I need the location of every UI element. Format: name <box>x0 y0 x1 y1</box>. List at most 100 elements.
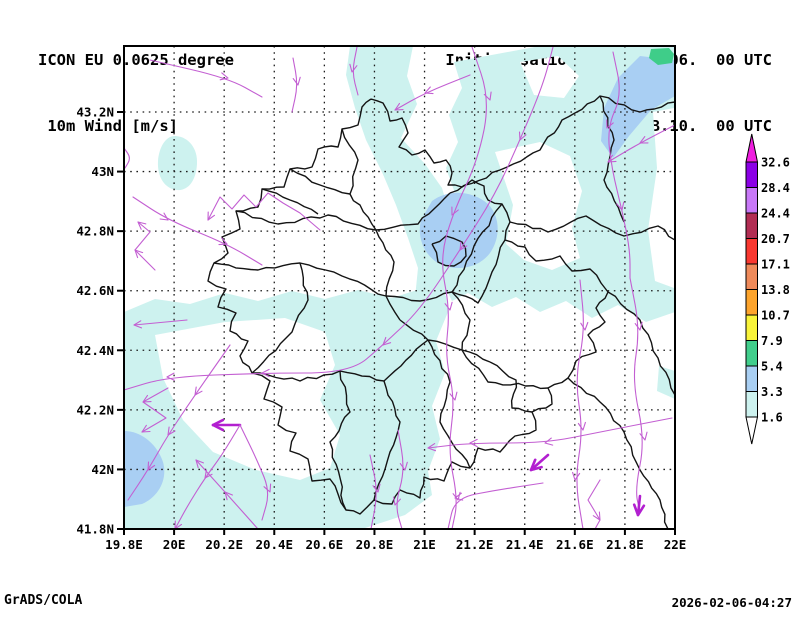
wind-streamline <box>576 279 584 529</box>
wind-arrowhead <box>572 471 581 481</box>
wind-arrowhead <box>194 386 203 396</box>
colorbar-level-label: 7.9 <box>761 334 783 348</box>
wind-streamline <box>396 429 404 529</box>
border-line <box>451 203 503 293</box>
wind-arrowhead <box>607 154 617 163</box>
wind-arrowhead <box>133 320 143 329</box>
lon-tick-label: 21.8E <box>606 537 644 552</box>
wind-streamline <box>132 196 263 266</box>
colorbar-segment <box>745 340 758 367</box>
wind-arrowhead <box>634 321 643 331</box>
wind-streamline <box>124 147 130 169</box>
lat-tick-label: 42.6N <box>76 283 114 298</box>
colorbar-level-label: 5.4 <box>761 360 783 374</box>
colorbar-segment <box>745 161 758 188</box>
colorbar-segment <box>745 238 758 265</box>
border-line <box>261 188 319 215</box>
wind-streamline <box>141 387 169 433</box>
wind-arrowhead <box>394 102 404 111</box>
shading-region <box>157 135 198 191</box>
border-line <box>375 229 401 321</box>
wind-arrowhead <box>459 241 468 251</box>
colorbar-level-label: 20.7 <box>761 232 790 246</box>
wind-arrowhead <box>529 458 543 472</box>
border-line <box>427 339 471 469</box>
wind-arrowhead <box>606 119 614 129</box>
wind-arrowhead <box>632 503 646 517</box>
lat-tick-label: 43.2N <box>76 105 114 120</box>
border-line <box>607 291 675 396</box>
wind-arrowhead <box>483 91 492 101</box>
wind-arrowhead <box>449 391 458 401</box>
wind-arrowhead <box>167 426 176 436</box>
wind-arrowhead <box>195 459 204 469</box>
colorbar-segment <box>745 187 758 214</box>
wind-arrowhead <box>204 469 213 479</box>
lat-tick-label: 42.2N <box>76 402 114 417</box>
lon-tick-label: 21E <box>413 537 436 552</box>
wind-arrowhead <box>211 418 225 432</box>
lat-tick-label: 42.4N <box>76 343 114 358</box>
lat-tick-label: 43N <box>91 164 114 179</box>
lon-tick-label: 21.4E <box>506 537 544 552</box>
lon-tick-label: 22E <box>664 537 687 552</box>
wind-arrowhead <box>399 461 408 471</box>
wind-streamline <box>291 57 298 113</box>
colorbar-level-label: 3.3 <box>761 385 783 399</box>
wind-arrowhead <box>224 491 233 501</box>
wind-arrowhead <box>372 483 381 493</box>
latlon-gridlines <box>124 46 675 529</box>
wind-arrowhead <box>261 368 270 378</box>
creation-timestamp: 2026-02-06-04:27 <box>671 595 792 610</box>
colorbar-segment <box>745 212 758 239</box>
wind-arrowhead <box>166 372 175 381</box>
border-line <box>289 168 351 195</box>
wind-arrowhead <box>592 511 601 521</box>
shading-region <box>601 56 675 158</box>
wind-arrowhead <box>518 131 527 141</box>
lat-tick-label: 41.8N <box>76 521 114 536</box>
wind-streamline <box>133 319 188 326</box>
colorbar-level-label: 13.8 <box>761 283 790 297</box>
wind-streamline <box>207 192 321 231</box>
colorbar-segment <box>745 289 758 316</box>
wind-arrowhead <box>424 86 434 95</box>
border-line <box>567 377 669 529</box>
wind-streamline <box>636 494 642 517</box>
lon-tick-label: 20.4E <box>255 537 293 552</box>
colorbar-arrow-bottom <box>745 416 759 445</box>
shading-region <box>419 192 498 269</box>
wind-arrowhead <box>639 136 649 144</box>
shading-region <box>649 48 674 65</box>
border-line <box>341 128 377 231</box>
wind-streamline <box>629 277 643 513</box>
colorbar: 32.6 28.4 24.4 20.7 17.1 13.8 10.7 7.9 5.4 3.3 1.6 <box>745 133 790 445</box>
wind-arrowhead <box>159 212 169 221</box>
lon-tick-label: 21.2E <box>456 537 494 552</box>
model-title: ICON EU 0.0625 degree <box>38 51 234 69</box>
wind-streamline <box>124 46 554 391</box>
lat-tick-label: 42.8N <box>76 224 114 239</box>
shading-region <box>124 289 448 529</box>
colorbar-level-label: 24.4 <box>761 207 790 221</box>
grads-credit: GrADS/COLA <box>4 593 83 608</box>
title-block-left: ICON EU 0.0625 degree 10m Wind [m/s] <box>38 5 234 181</box>
wind-arrowhead <box>469 438 478 448</box>
wind-arrowhead <box>141 424 151 433</box>
lon-tick-label: 20E <box>163 537 186 552</box>
wind-streamline <box>587 479 601 529</box>
lon-tick-label: 20.6E <box>306 537 344 552</box>
wind-arrowhead <box>142 394 152 403</box>
border-line <box>489 361 533 413</box>
wind-arrowhead <box>134 249 144 259</box>
wind-streamline <box>427 417 673 449</box>
lon-tick-label: 19.8E <box>105 537 143 552</box>
border-line <box>451 291 491 363</box>
wind-arrowhead <box>263 483 272 493</box>
wind-streamline <box>529 453 550 472</box>
wind-arrowhead <box>580 321 589 331</box>
wind-arrowhead <box>219 72 229 81</box>
lat-tick-label: 42N <box>91 462 114 477</box>
colorbar-segment <box>745 391 758 418</box>
